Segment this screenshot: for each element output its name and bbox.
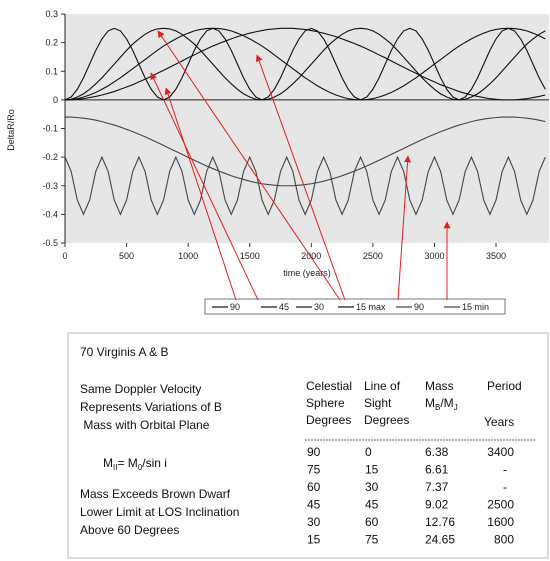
table-rows: 90 0 6.38 3400 75 15 6.61 - 60 30 7.37 - 45 45 9.02 250…	[307, 445, 514, 547]
legend-label: 15 max	[356, 302, 386, 312]
legend-label: 45	[279, 302, 289, 312]
formula-sub: II	[113, 463, 117, 472]
note: Above 60 Degrees	[80, 523, 179, 537]
table-cell: 2500	[487, 498, 514, 512]
header: Period	[487, 379, 522, 393]
formula-sub: 0	[138, 463, 143, 472]
header: Degrees	[306, 413, 351, 427]
table-cell: 45	[307, 498, 321, 512]
table-cell: 3400	[487, 445, 514, 459]
arrow	[157, 30, 341, 301]
legend: 90 45 30 15 max 90 15 min	[212, 302, 489, 312]
y-tick-label: -0.4	[42, 209, 58, 219]
x-tick-label: 2500	[363, 251, 383, 261]
x-tick-label: 500	[119, 251, 134, 261]
y-tick-label: 0.3	[45, 9, 58, 19]
table-cell: 75	[307, 463, 321, 477]
series-line	[64, 27, 546, 101]
y-tick-label: -0.3	[42, 181, 58, 191]
arrow	[397, 155, 412, 301]
table-cell: 90	[307, 445, 321, 459]
table-cell: 6.61	[425, 463, 449, 477]
formula-part: /sin i	[142, 456, 167, 470]
table-cell: -	[503, 480, 507, 494]
table-cell: 7.37	[425, 480, 449, 494]
table-cell: 30	[307, 515, 321, 529]
y-tick-label: 0.1	[45, 66, 58, 76]
series-line	[64, 155, 546, 216]
header-part: M	[425, 396, 435, 410]
formula-part: = M	[117, 456, 137, 470]
header: Celestial	[306, 379, 352, 393]
table-cell: 75	[365, 533, 379, 547]
table-cell: 0	[365, 445, 372, 459]
legend-label: 15 min	[462, 302, 489, 312]
formula-part: M	[103, 456, 113, 470]
x-tick-label: 3500	[486, 251, 506, 261]
table-cell: 24.65	[425, 533, 455, 547]
x-tick-label: 3000	[424, 251, 444, 261]
y-tick-label: -0.5	[42, 238, 58, 248]
header-sub: J	[454, 403, 458, 412]
header: Sphere	[306, 396, 345, 410]
header: Years	[484, 415, 514, 429]
header: Sight	[364, 396, 392, 410]
header: Degrees	[364, 413, 409, 427]
table-cell: 45	[365, 498, 379, 512]
table-cell: 800	[494, 533, 514, 547]
arrow	[164, 87, 237, 301]
note: Represents Variations of B	[80, 400, 222, 414]
y-tick-label: 0	[53, 95, 58, 105]
note: Mass with Orbital Plane	[80, 418, 210, 432]
legend-label: 30	[314, 302, 324, 312]
series-line	[64, 27, 546, 101]
table-cell: 9.02	[425, 498, 449, 512]
x-axis-label: time (years)	[283, 268, 331, 278]
arrow	[255, 54, 346, 301]
header: Mass	[425, 379, 454, 393]
header-sub: B	[435, 403, 440, 412]
series-line	[65, 27, 546, 101]
y-tick-label: -0.2	[42, 152, 58, 162]
arrow	[150, 72, 259, 301]
x-tick-label: 1000	[178, 251, 198, 261]
x-tick-label: 1500	[240, 251, 260, 261]
table-cell: -	[503, 463, 507, 477]
legend-label: 90	[414, 302, 424, 312]
info-panel	[67, 332, 549, 559]
panel-title: 70 Virginis A & B	[80, 345, 169, 359]
y-tick-label: -0.1	[42, 124, 58, 134]
note: Lower Limit at LOS Inclination	[80, 505, 239, 519]
note: Mass Exceeds Brown Dwarf	[80, 487, 231, 501]
x-tick-label: 2000	[301, 251, 321, 261]
note: Same Doppler Velocity	[80, 382, 201, 396]
chart: 0.3 0.2 0.1 0 -0.1 -0.2 -0.3 -0.4 -0.5 0 500 1000 15…	[42, 9, 549, 261]
y-tick-label: 0.2	[45, 38, 58, 48]
series-line	[64, 27, 546, 101]
table-cell: 6.38	[425, 445, 449, 459]
formula: MII= M0/sin i	[103, 456, 167, 472]
y-axis-label: DeltaR/Ro	[6, 109, 16, 151]
table-cell: 30	[365, 480, 379, 494]
legend-box	[204, 298, 506, 315]
table-cell: 60	[365, 515, 379, 529]
header: Line of	[364, 379, 401, 393]
table-cell: 60	[307, 480, 321, 494]
table-cell: 15	[307, 533, 321, 547]
series-line	[65, 116, 546, 187]
legend-label: 90	[230, 302, 240, 312]
header-part: /M	[440, 396, 453, 410]
annotation-arrows	[150, 30, 451, 301]
header: MB/MJ	[425, 396, 458, 412]
plot-area	[65, 14, 549, 243]
table-cell: 1600	[487, 515, 514, 529]
x-tick-label: 0	[62, 251, 67, 261]
table-cell: 15	[365, 463, 379, 477]
table-cell: 12.76	[425, 515, 455, 529]
